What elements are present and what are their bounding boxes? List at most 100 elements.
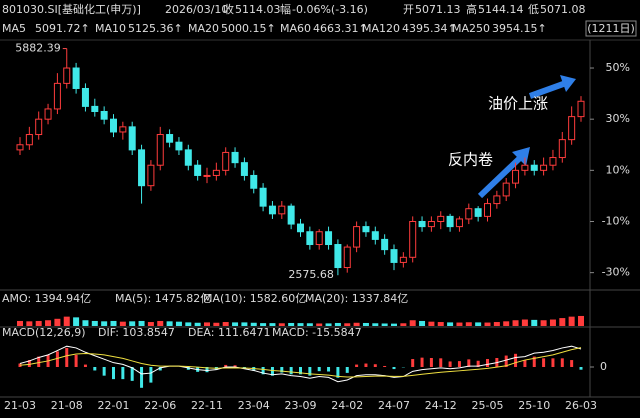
candle-body (530, 164, 538, 171)
candle-body (119, 126, 127, 133)
arrow (477, 153, 525, 199)
x-tick-label: 24-07 (378, 399, 410, 412)
candle-body (259, 187, 267, 207)
ma-legend-name: MA20 (188, 22, 219, 35)
candle-body (147, 164, 155, 187)
candle-body (390, 249, 398, 263)
macd-legend: DIF: 103.8547 (98, 326, 175, 339)
candle-body (91, 105, 99, 113)
candle-body (502, 182, 510, 197)
volume-bar (110, 320, 117, 326)
header-text: 低 (528, 3, 539, 16)
volume-bar (334, 322, 341, 326)
arrow-head (560, 75, 576, 92)
volume-bar (391, 323, 397, 326)
candle-body (63, 67, 71, 84)
candle-body (81, 87, 89, 107)
volume-bar (428, 321, 435, 326)
volume-bar (353, 322, 360, 326)
x-tick-label: 22-01 (98, 399, 130, 412)
volume-bar (456, 322, 463, 326)
volume-bar (260, 323, 267, 326)
period-button-label[interactable]: (1211日) (587, 22, 635, 35)
volume-bar (475, 322, 482, 326)
period-button[interactable] (585, 20, 637, 37)
candle-body (577, 100, 585, 118)
candle-body (521, 164, 529, 171)
candle-body (25, 134, 33, 146)
volume-bar (521, 319, 528, 326)
volume-bar (194, 322, 201, 326)
macd-legend: DEA: 111.6471 (188, 326, 270, 339)
volume-bar (447, 322, 454, 326)
candle-body (493, 195, 501, 205)
volume-bar (288, 322, 295, 326)
candle-body (437, 215, 445, 222)
volume-bar (119, 321, 126, 326)
x-tick-label: 26-03 (565, 399, 597, 412)
header-text: 801030.SI[基础化工(申万)] (2, 2, 141, 16)
volume-bar (91, 320, 98, 326)
volume-bar (344, 323, 351, 326)
candle-body (128, 126, 136, 151)
volume-bar (101, 321, 108, 326)
candle-body (240, 162, 248, 176)
arrows (477, 75, 576, 199)
candle-body (287, 205, 295, 225)
candle-body (156, 134, 164, 166)
candle-body (203, 174, 211, 177)
volume-bar (185, 322, 192, 326)
candle-body (53, 82, 61, 110)
x-tick-label: 25-05 (472, 399, 504, 412)
header-text: 收 (223, 2, 234, 16)
volume-bar (531, 319, 538, 326)
volume-bar (297, 323, 304, 326)
header-text: -0.06%(-3.16) (292, 3, 368, 16)
ma-legend-value: 5091.72↑ (35, 22, 90, 35)
macd-legend: MACD(12,26,9) (2, 326, 86, 339)
volume-bar (503, 321, 510, 326)
candle-body (474, 208, 482, 217)
y-tick-label: -10% (602, 214, 630, 227)
volume-bar (493, 322, 500, 326)
volume-bar (362, 322, 369, 326)
candle-body (418, 220, 426, 228)
volume-bar (63, 316, 70, 326)
volume-bar (409, 320, 416, 326)
ma-legend-name: MA10 (95, 22, 126, 35)
candle-body (231, 151, 239, 164)
candle-body (222, 151, 230, 171)
volume-bar (419, 320, 426, 326)
volume-bar (157, 320, 164, 326)
volume-bar (316, 323, 323, 326)
volume-bar (250, 322, 257, 326)
candle-body (110, 118, 117, 133)
candle-body (558, 139, 566, 159)
volume-bar (204, 322, 210, 326)
candle-body (194, 164, 202, 176)
volume-bar (45, 320, 52, 326)
amo-legend: MA(20): 1337.84亿 (305, 292, 408, 305)
x-tick-label: 23-04 (238, 399, 270, 412)
ma-legend-value: 4663.31↑ (313, 22, 368, 35)
candle-body (306, 231, 314, 246)
x-tick-label: 23-09 (285, 399, 317, 412)
x-tick-label: 21-08 (51, 399, 83, 412)
amo-legend: MA(5): 1475.82亿 (115, 292, 211, 305)
x-tick-label: 24-02 (331, 399, 363, 412)
candle-body (138, 149, 146, 187)
candle-body (512, 169, 520, 184)
header-text: 5071.08 (540, 3, 586, 16)
arrow (528, 80, 568, 99)
ma-legend-name: MA120 (362, 22, 400, 35)
volume-bar (306, 323, 313, 326)
volume-bar (484, 322, 491, 326)
x-tick-label: 22-11 (191, 399, 223, 412)
header-text: 5071.13 (415, 3, 461, 16)
ma-legend-value: 5000.15↑ (221, 22, 276, 35)
annotation: 油价上涨 (488, 95, 548, 113)
volume-bar (568, 316, 575, 326)
candle-body (371, 231, 379, 240)
